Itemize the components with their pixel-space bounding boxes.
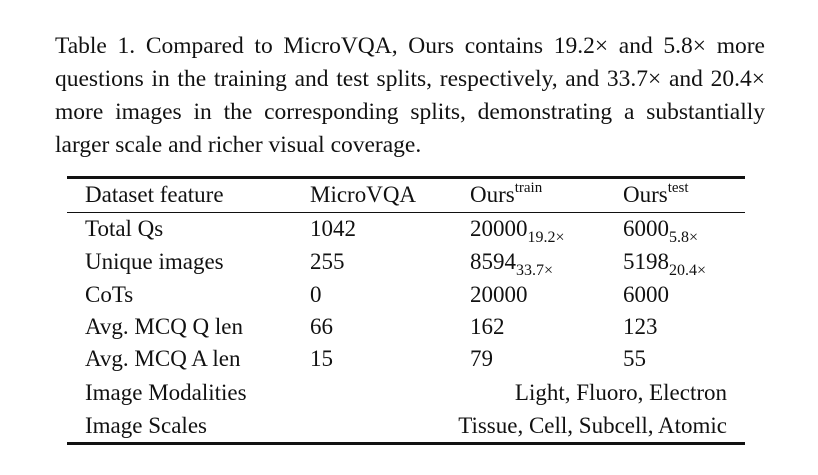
bottom-rule <box>67 442 745 445</box>
superscript: test <box>667 180 689 196</box>
subscript: 33.7× <box>516 262 554 279</box>
table-cell: 519820.4× <box>623 247 706 280</box>
header-cell-text: Dataset feature <box>85 182 224 207</box>
subscript: 5.8× <box>669 229 699 246</box>
table-cell-text: 20000 <box>470 282 528 307</box>
table-cell-text: Avg. MCQ A len <box>85 346 241 371</box>
table-cell: 6000 <box>623 280 669 310</box>
header-cell-text: MicroVQA <box>310 182 417 207</box>
table-cell: 60005.8× <box>623 214 698 247</box>
table-cell-text: 1042 <box>310 216 356 241</box>
mid-rule <box>67 212 745 213</box>
table-cell-text: 162 <box>470 314 505 339</box>
span-cell: Tissue, Cell, Subcell, Atomic <box>458 413 727 438</box>
table-cell: 255 <box>310 247 345 277</box>
subscript: 20.4× <box>669 262 707 279</box>
table-cell: Unique images <box>85 247 224 277</box>
header-cell: Ourstrain <box>470 180 542 213</box>
span-cell: Light, Fluoro, Electron <box>514 380 727 405</box>
table-cell: 162 <box>470 312 505 342</box>
table-cell-text: 6000 <box>623 282 669 307</box>
table-cell: 859433.7× <box>470 247 553 280</box>
superscript: train <box>514 180 543 196</box>
table-cell: 66 <box>310 312 333 342</box>
table-cell: 15 <box>310 344 333 374</box>
caption: Table 1. Compared to MicroVQA, Ours cont… <box>55 33 765 158</box>
table-cell: 1042 <box>310 214 356 244</box>
table-cell-text: Avg. MCQ Q len <box>85 314 244 339</box>
table-cell-text: Total Qs <box>85 216 164 241</box>
table-cell: 123 <box>623 312 658 342</box>
table-cell: 0 <box>310 280 322 310</box>
subscript: 19.2× <box>527 229 565 246</box>
table-cell: 20000 <box>470 280 528 310</box>
table-cell-text: 8594 <box>470 249 516 274</box>
table-cell-text: 123 <box>623 314 658 339</box>
table-cell-text: CoTs <box>85 282 134 307</box>
table-cell-text: 20000 <box>470 216 528 241</box>
header-cell: MicroVQA <box>310 180 416 210</box>
table-cell-text: 0 <box>310 282 322 307</box>
table-cell: 2000019.2× <box>470 214 565 247</box>
table-cell: Avg. MCQ A len <box>85 344 240 374</box>
table-cell-text: 15 <box>310 346 333 371</box>
table-cell-text: 6000 <box>623 216 669 241</box>
table-cell-text: 255 <box>310 249 345 274</box>
table-cell-text: Unique images <box>85 249 224 274</box>
row-label: Image Modalities <box>85 380 247 405</box>
row-label: Image Scales <box>85 413 207 438</box>
header-cell-text: Ours <box>623 182 668 207</box>
table-cell: 79 <box>470 344 493 374</box>
table-cell-text: 5198 <box>623 249 669 274</box>
table-cell: 55 <box>623 344 646 374</box>
header-cell-text: Ours <box>470 182 515 207</box>
table-cell: Avg. MCQ Q len <box>85 312 243 342</box>
table-cell-text: 79 <box>470 346 493 371</box>
header-cell: Dataset feature <box>85 180 224 210</box>
table-cell: CoTs <box>85 280 133 310</box>
table-cell: Total Qs <box>85 214 163 244</box>
table-cell-text: 55 <box>623 346 646 371</box>
table-cell-text: 66 <box>310 314 333 339</box>
header-cell: Ourstest <box>623 180 689 213</box>
top-rule <box>67 176 745 179</box>
